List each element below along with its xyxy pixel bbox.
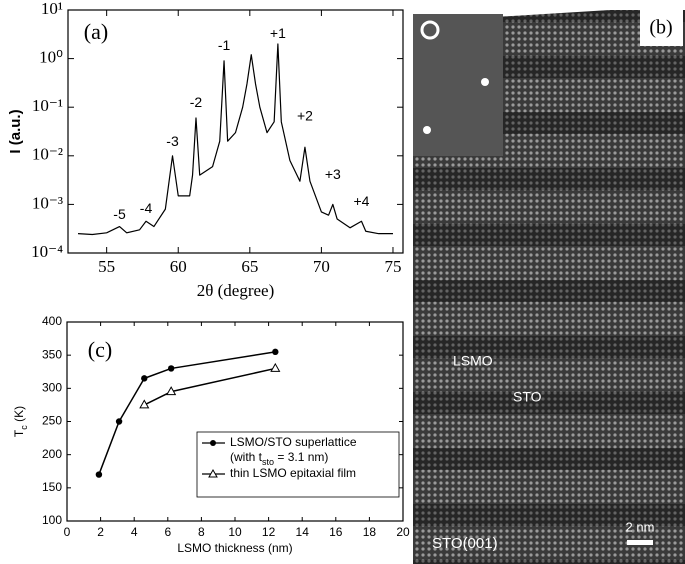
legend-note: (with tsto = 3.1 nm) — [230, 450, 328, 467]
x-tick-label: 14 — [296, 525, 310, 539]
x-tick-label: 20 — [396, 525, 410, 539]
y-tick-label: 10⁻² — [32, 145, 63, 164]
y-axis-label: Tc (K) — [12, 406, 29, 437]
marker — [272, 348, 279, 356]
y-axis-label-part: T — [12, 429, 26, 437]
y-tick-label: 150 — [42, 480, 62, 494]
panel-label-box — [640, 10, 683, 46]
x-tick-label: 4 — [131, 525, 138, 539]
x-tick-label: 18 — [363, 525, 377, 539]
peak-label: -2 — [190, 94, 203, 110]
substrate-label: STO(001) — [432, 535, 498, 552]
peak-label: -3 — [166, 133, 179, 149]
legend-note-part: sto — [262, 457, 274, 467]
scale-bar — [627, 540, 653, 545]
panel-label: (b) — [649, 17, 672, 39]
plot-frame — [67, 9, 404, 254]
y-tick-label: 100 — [42, 513, 62, 527]
y-tick-label: 350 — [42, 347, 62, 361]
peak-label: +3 — [325, 166, 341, 182]
legend-box — [196, 431, 400, 498]
y-tick-label: 10¹ — [41, 0, 63, 18]
x-tick-label: 55 — [98, 257, 115, 276]
x-tick-label: 16 — [329, 525, 343, 539]
y-tick-label: 10⁻¹ — [32, 96, 63, 115]
legend-note-part: (with t — [230, 450, 263, 464]
marker — [166, 386, 177, 396]
y-axis-label-part: (K) — [12, 406, 26, 425]
marker — [115, 418, 123, 425]
y-tick-label: 10⁻³ — [32, 193, 63, 212]
layer-label: STO — [513, 389, 542, 405]
legend-marker — [210, 440, 216, 446]
peak-label: +4 — [353, 193, 369, 209]
chart-a: 55 60 65 70 75 10⁻⁴ 10⁻³ 10⁻² 10⁻¹ 10⁰ 10¹ 2θ (degr… — [7, 0, 404, 300]
data-line — [143, 367, 276, 406]
y-axis-label-part: c — [19, 425, 29, 430]
chart-c: 0 2 4 6 8 10 12 14 16 18 20 100 150 200 250 300 350 400 LS… — [12, 314, 410, 555]
peak-label: -1 — [218, 37, 231, 53]
peak-label: +2 — [297, 108, 313, 124]
marker — [95, 471, 103, 478]
x-tick-label: 6 — [164, 525, 171, 539]
x-tick-label: 75 — [384, 257, 401, 276]
x-axis-label: 2θ (degree) — [197, 281, 275, 300]
y-tick-label: 250 — [42, 414, 62, 428]
marker — [167, 365, 175, 372]
legend-note-part: = 3.1 nm) — [274, 450, 328, 464]
peak-label: +1 — [270, 25, 286, 41]
x-tick-label: 65 — [241, 257, 258, 276]
peak-label: -5 — [113, 206, 126, 222]
marker — [270, 362, 281, 372]
x-axis-label: LSMO thickness (nm) — [177, 541, 292, 555]
y-tick-label: 300 — [42, 381, 62, 395]
x-tick-label: 10 — [228, 525, 242, 539]
legend-label: LSMO/STO superlattice — [230, 435, 357, 449]
y-axis-label: I (a.u.) — [7, 109, 24, 153]
marker — [139, 399, 150, 409]
y-tick-label: 10⁰ — [39, 48, 63, 67]
x-tick-label: 12 — [262, 525, 276, 539]
y-tick-label: 200 — [42, 447, 62, 461]
diffraction-spot — [481, 78, 489, 86]
legend-label: thin LSMO epitaxial film — [230, 466, 356, 480]
layer-label: LSMO — [453, 353, 493, 369]
image-edge — [413, 8, 685, 22]
x-tick-label: 8 — [198, 525, 205, 539]
peak-label: -4 — [140, 200, 153, 216]
diffraction-spot — [420, 20, 440, 40]
diffraction-spot — [423, 126, 431, 134]
legend-marker — [208, 468, 218, 478]
x-tick-label: 70 — [313, 257, 330, 276]
marker — [141, 375, 148, 382]
x-tick-label: 0 — [64, 525, 71, 539]
y-tick-label: 400 — [42, 314, 62, 328]
diffraction-inset — [413, 14, 503, 156]
y-tick-label: 10⁻⁴ — [31, 242, 63, 261]
x-tick-label: 2 — [97, 525, 104, 539]
panel-label: (c) — [88, 337, 112, 362]
data-line — [77, 43, 393, 236]
scale-bar-label: 2 nm — [626, 519, 655, 534]
tem-panel: (b) LSMO STO STO(001) 2 nm — [413, 8, 685, 564]
panel-label: (a) — [84, 19, 108, 44]
x-tick-label: 60 — [170, 257, 187, 276]
